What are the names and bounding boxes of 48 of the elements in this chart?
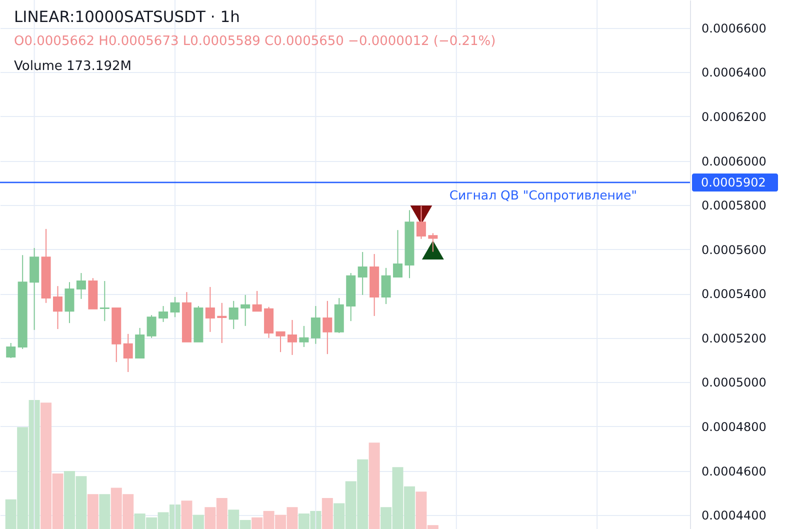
candlestick <box>217 302 227 344</box>
bar <box>99 494 110 529</box>
candlestick <box>240 294 250 326</box>
candlestick <box>146 314 156 338</box>
candlestick <box>53 286 63 330</box>
ref-line-label: Сигнал QB "Сопротивление" <box>449 187 637 202</box>
candlestick <box>416 205 426 240</box>
candlestick <box>170 296 180 318</box>
bar <box>192 514 204 529</box>
candlestick <box>64 282 74 324</box>
y-tick-label: 0.0006600 <box>702 21 766 36</box>
candlestick <box>100 280 110 322</box>
candlestick <box>276 331 286 353</box>
candlestick <box>428 232 438 252</box>
candlestick <box>393 230 403 278</box>
text: LINEAR:10000SATSUSDT · 1h <box>14 8 240 26</box>
candlestick <box>76 272 86 300</box>
candlestick <box>310 306 320 344</box>
y-tick-label: 0.0005000 <box>702 376 766 390</box>
bar <box>368 442 380 529</box>
candlestick <box>322 300 332 355</box>
candlestick <box>135 327 145 359</box>
candlestick <box>299 325 309 348</box>
y-tick-label: 0.0006000 <box>702 154 766 168</box>
y-tick-label: 0.0004800 <box>702 420 766 434</box>
y-tick-label: 0.0006400 <box>702 66 766 80</box>
text: 0.0005902 <box>701 175 766 190</box>
bar <box>181 500 192 529</box>
text: O0.0005662 H0.0005673 L0.0005589 C0.0005650 −0.0000012 (−0.21%) <box>14 34 496 49</box>
candlestick <box>252 290 262 312</box>
y-tick-label: 0.0005400 <box>702 287 766 302</box>
y-tick-label: 0.0006200 <box>702 110 766 124</box>
y-tick-label: 0.0005600 <box>702 242 766 257</box>
bar <box>87 494 98 529</box>
candlestick <box>123 333 133 373</box>
y-tick-label: 0.0005800 <box>702 198 766 213</box>
annotation: Volume 173.192M <box>14 59 132 74</box>
candlestick <box>358 251 368 296</box>
y-tick-label: 0.0005200 <box>702 331 766 346</box>
y-tick-label: 0.0004600 <box>702 464 766 478</box>
y-tick-label: 0.0004400 <box>702 508 766 523</box>
candlestick <box>6 342 16 359</box>
candlestick <box>158 306 168 322</box>
candlestick <box>287 319 297 356</box>
candlestick <box>381 267 391 305</box>
candlestick <box>205 286 215 332</box>
bar <box>322 498 333 529</box>
candlestick <box>228 300 238 330</box>
